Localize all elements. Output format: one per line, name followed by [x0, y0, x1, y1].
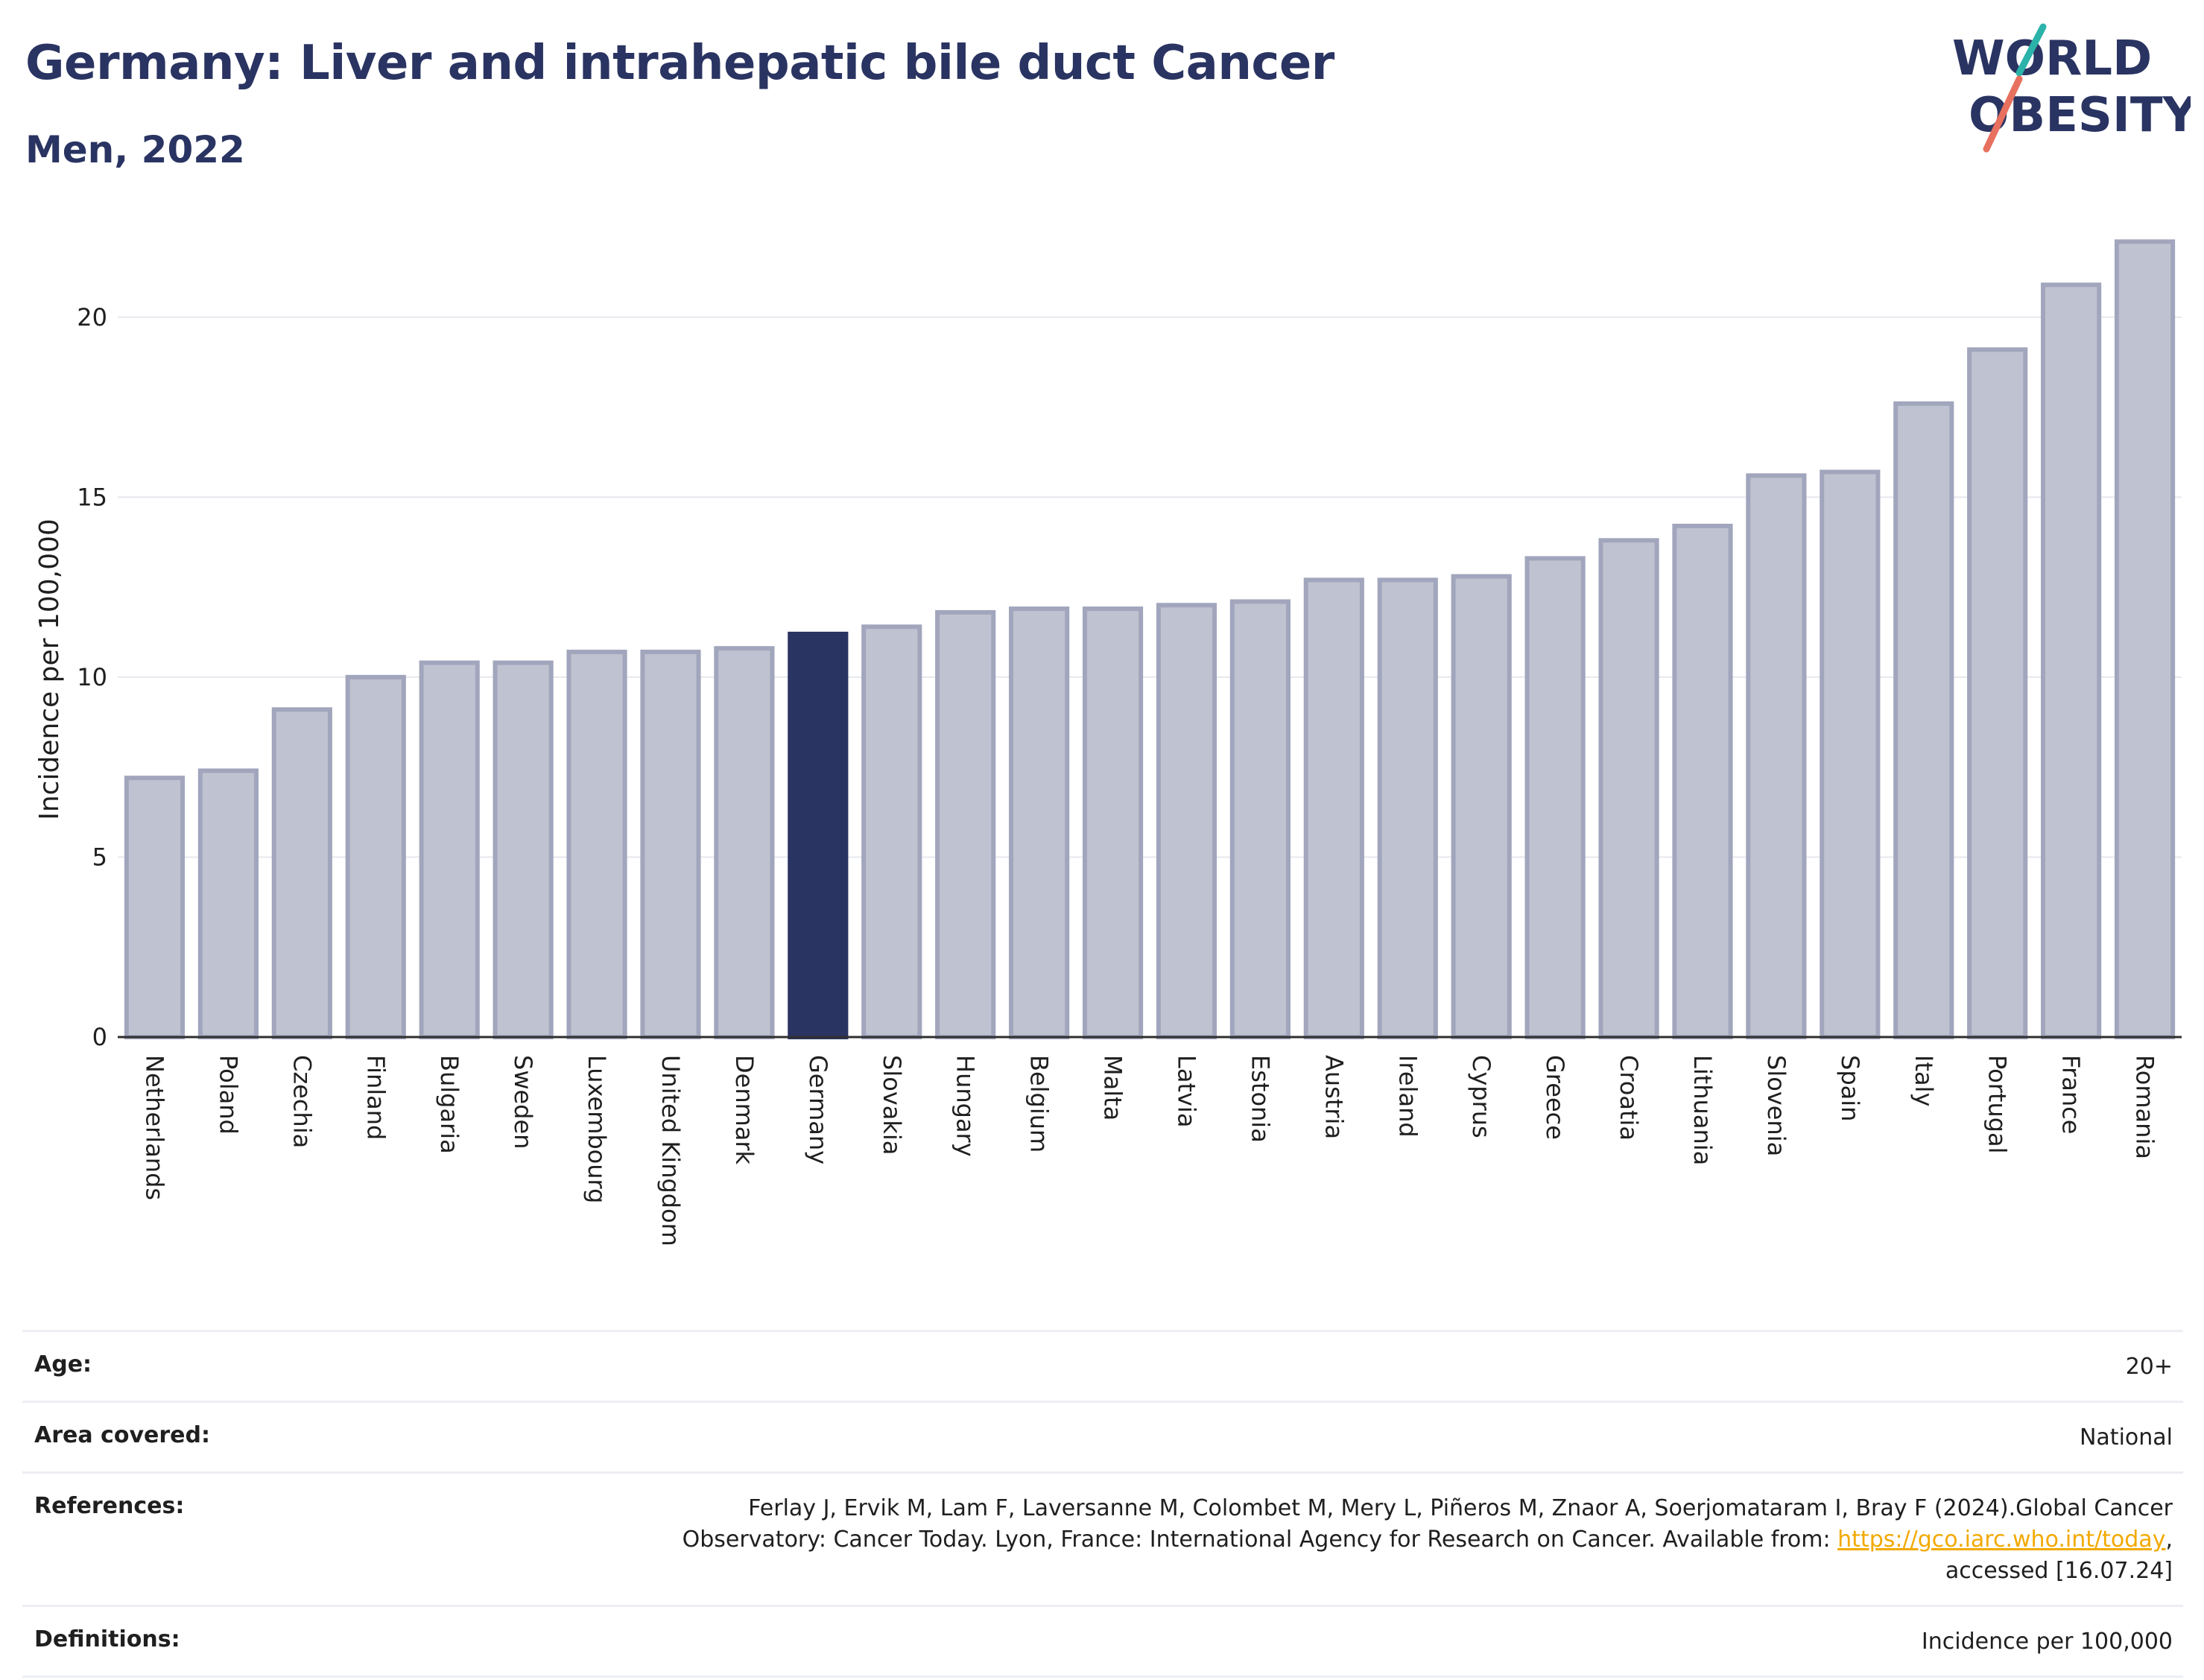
- x-tick-label: Belgium: [1025, 1055, 1054, 1153]
- bar: [1009, 606, 1070, 1039]
- bar: [1820, 469, 1881, 1039]
- y-tick-label: 0: [92, 1023, 107, 1051]
- x-tick-label: Germany: [804, 1055, 832, 1164]
- x-tick-label: Italy: [1910, 1055, 1938, 1106]
- x-tick-label: Luxembourg: [583, 1055, 611, 1203]
- bar: [640, 650, 701, 1039]
- x-tick-label: Greece: [1541, 1055, 1569, 1140]
- meta-age-label: Age:: [34, 1351, 92, 1378]
- meta-row-references: References: Ferlay J, Ervik M, Lam F, La…: [22, 1471, 2183, 1605]
- meta-area-label: Area covered:: [34, 1422, 210, 1448]
- chart-subtitle: Men, 2022: [25, 128, 245, 171]
- bar: [1229, 599, 1291, 1039]
- x-tick-label: Sweden: [509, 1055, 537, 1149]
- references-text: Ferlay J, Ervik M, Lam F, Laversanne M, …: [682, 1495, 2173, 1553]
- y-tick-label: 20: [77, 303, 107, 332]
- bar: [1746, 473, 1807, 1039]
- meta-area-value: National: [2079, 1424, 2173, 1451]
- x-tick-label: Ireland: [1393, 1055, 1422, 1138]
- x-tick-label: Lithuania: [1688, 1055, 1717, 1165]
- x-tick-label: Romania: [2131, 1055, 2159, 1159]
- bar: [1893, 401, 1954, 1039]
- meta-definitions-label: Definitions:: [34, 1626, 180, 1652]
- y-axis-label: Incidence per 100,000: [34, 519, 65, 820]
- bar: [566, 650, 627, 1039]
- x-tick-label: France: [2057, 1055, 2086, 1134]
- logo-slash-teal: [2015, 23, 2047, 77]
- x-tick-label: Austria: [1320, 1055, 1348, 1139]
- x-tick-label: Poland: [214, 1055, 242, 1135]
- bar: [788, 631, 849, 1039]
- meta-age-value: 20+: [2125, 1354, 2173, 1380]
- x-tick-label: Latvia: [1172, 1055, 1200, 1127]
- metadata-table: Age: 20+ Area covered: National Referenc…: [22, 1330, 2183, 1678]
- x-tick-label: Czechia: [288, 1055, 316, 1148]
- x-tick-label: Netherlands: [140, 1055, 168, 1200]
- bar-chart: 0 5 10 15 20 Incidence per 100,000 Netherlands…: [34, 239, 2182, 1246]
- bar: [861, 624, 922, 1039]
- y-tick-label: 10: [77, 663, 107, 691]
- meta-references-value: Ferlay J, Ervik M, Lam F, Laversanne M, …: [638, 1493, 2173, 1587]
- bar: [1598, 538, 1659, 1039]
- x-tick-label: Slovakia: [878, 1055, 906, 1155]
- meta-row-age: Age: 20+: [22, 1330, 2183, 1401]
- bar: [493, 660, 554, 1039]
- bar: [1524, 556, 1586, 1039]
- meta-row-area: Area covered: National: [22, 1401, 2183, 1471]
- bar: [714, 646, 775, 1039]
- x-tick-label: Slovenia: [1762, 1055, 1790, 1156]
- bar: [1082, 606, 1144, 1039]
- meta-row-definitions: Definitions: Incidence per 100,000: [22, 1605, 2183, 1678]
- bar: [197, 768, 259, 1040]
- bar: [345, 674, 406, 1040]
- x-tick-label: Finland: [361, 1055, 390, 1140]
- x-tick-label: Bulgaria: [435, 1055, 463, 1154]
- x-tick-label: Croatia: [1615, 1055, 1643, 1141]
- bar: [1672, 523, 1733, 1039]
- bar: [1156, 603, 1217, 1039]
- x-tick-label: Malta: [1099, 1055, 1127, 1120]
- x-tick-label: Spain: [1836, 1055, 1864, 1121]
- bar: [2114, 239, 2176, 1039]
- x-tick-label: Cyprus: [1467, 1055, 1495, 1138]
- bar: [419, 660, 480, 1039]
- bar: [1967, 347, 2028, 1040]
- x-tick-label: Hungary: [951, 1055, 980, 1157]
- bar: [935, 609, 996, 1039]
- logo-slash-coral: [1983, 75, 2023, 153]
- chart-title: Germany: Liver and intrahepatic bile duc…: [25, 36, 1334, 91]
- bar: [1451, 574, 1512, 1039]
- references-text-after: , accessed [16.07.24]: [1945, 1527, 2173, 1584]
- y-tick-label: 15: [77, 483, 107, 511]
- meta-definitions-value: Incidence per 100,000: [1921, 1629, 2173, 1655]
- bar: [124, 776, 186, 1040]
- y-tick-label: 5: [92, 843, 107, 871]
- world-obesity-logo: WORLD OBESITY: [1952, 23, 2191, 153]
- x-tick-label: Estonia: [1246, 1055, 1274, 1143]
- references-link[interactable]: https://gco.iarc.who.int/today: [1837, 1527, 2166, 1553]
- logo-line1: WORLD: [1952, 31, 2152, 86]
- x-tick-label: Denmark: [730, 1055, 759, 1165]
- x-tick-label: United Kingdom: [656, 1055, 685, 1246]
- bar: [1303, 577, 1364, 1039]
- meta-references-label: References:: [34, 1493, 185, 1519]
- bar: [2041, 282, 2102, 1039]
- x-tick-label: Portugal: [1983, 1055, 2012, 1154]
- bar: [1377, 577, 1438, 1039]
- bar: [271, 707, 332, 1039]
